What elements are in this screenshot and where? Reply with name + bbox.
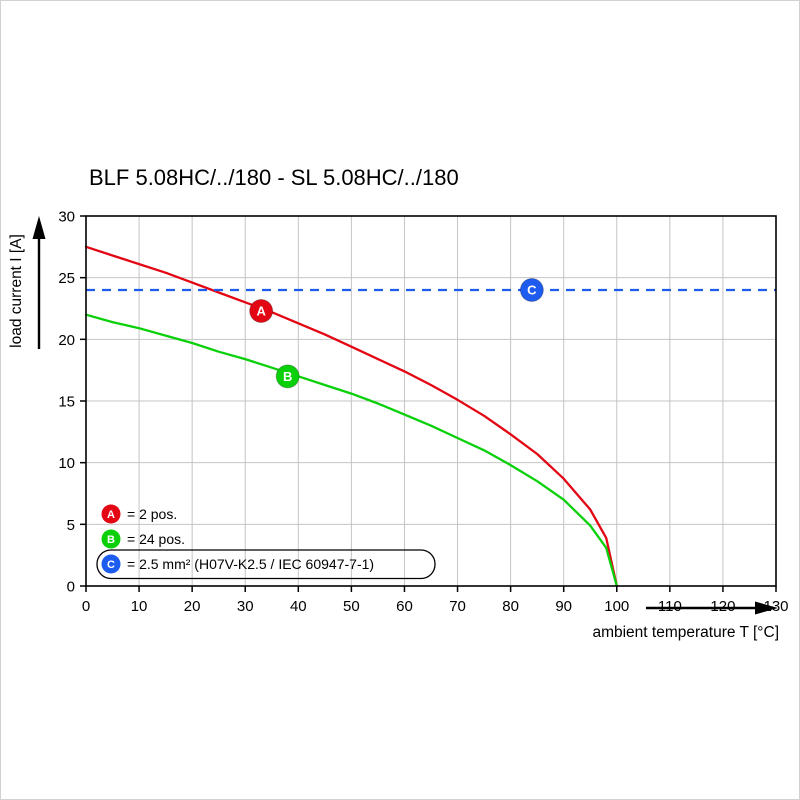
curve-marker-letter-b: B [283,369,292,384]
legend-marker-b [101,529,121,549]
legend-marker-c [101,554,121,574]
legend-letter-c: C [107,559,115,571]
y-axis-arrow-head [32,216,46,239]
grid-layer [86,216,776,586]
legend-marker-a [101,504,121,524]
y-tick-label: 25 [58,270,75,287]
x-tick-label: 90 [555,598,572,615]
legend-label-c: = 2.5 mm² (H07V-K2.5 / IEC 60947-7-1) [127,556,374,572]
legend-label-a: = 2 pos. [127,506,177,522]
curve-marker-a [249,298,274,323]
x-tick-label: 130 [763,598,788,615]
chart-title: BLF 5.08HC/../180 - SL 5.08HC/../180 [89,165,459,190]
legend: A = 2 pos. B = 24 pos. C = 2.5 mm² (H07V… [96,504,436,580]
legend-letter-a: A [107,509,115,521]
x-tick-label: 0 [82,598,90,615]
x-tick-label: 30 [237,598,254,615]
curve-markers-layer: A B C [249,278,544,389]
x-tick-label: 60 [396,598,413,615]
series-curve-a [84,245,618,588]
y-axis-arrow [32,216,46,349]
y-axis-label: load current I [A] [8,234,25,348]
legend-item-b: B = 24 pos. [101,529,185,549]
x-tick-label: 20 [184,598,201,615]
y-tick-label: 15 [58,394,75,411]
x-tick-label: 70 [449,598,466,615]
y-tick-label: 0 [67,579,75,596]
x-tick-label: 40 [290,598,307,615]
ticks-layer: 0 10 20 30 40 50 60 70 80 90 100 110 120 130 0 5 10 15 20 2… [58,209,788,616]
legend-item-c: C = 2.5 mm² (H07V-K2.5 / IEC 60947-7-1) [96,549,436,580]
series-layer [84,245,776,588]
curve-marker-b [275,364,300,389]
curve-marker-c [519,278,544,302]
y-tick-label: 20 [58,332,75,349]
y-tick-label: 30 [58,209,75,226]
x-tick-label: 100 [604,598,629,615]
x-axis-label: ambient temperature T [°C] [592,624,779,641]
curve-marker-letter-a: A [256,303,266,318]
curve-marker-letter-c: C [527,283,537,298]
x-tick-label: 110 [658,598,682,615]
legend-label-b: = 24 pos. [127,531,185,547]
legend-letter-b: B [107,534,115,546]
legend-box [96,549,436,580]
x-tick-label: 80 [502,598,519,615]
x-axis-arrow [646,601,778,615]
x-tick-label: 10 [131,598,148,615]
y-tick-label: 10 [58,455,75,472]
legend-item-a: A = 2 pos. [101,504,177,524]
series-curve-b [84,313,618,588]
x-axis-arrow-head [755,601,778,615]
x-tick-label: 50 [343,598,360,615]
y-tick-label: 5 [67,517,75,534]
x-tick-label: 120 [710,598,735,615]
